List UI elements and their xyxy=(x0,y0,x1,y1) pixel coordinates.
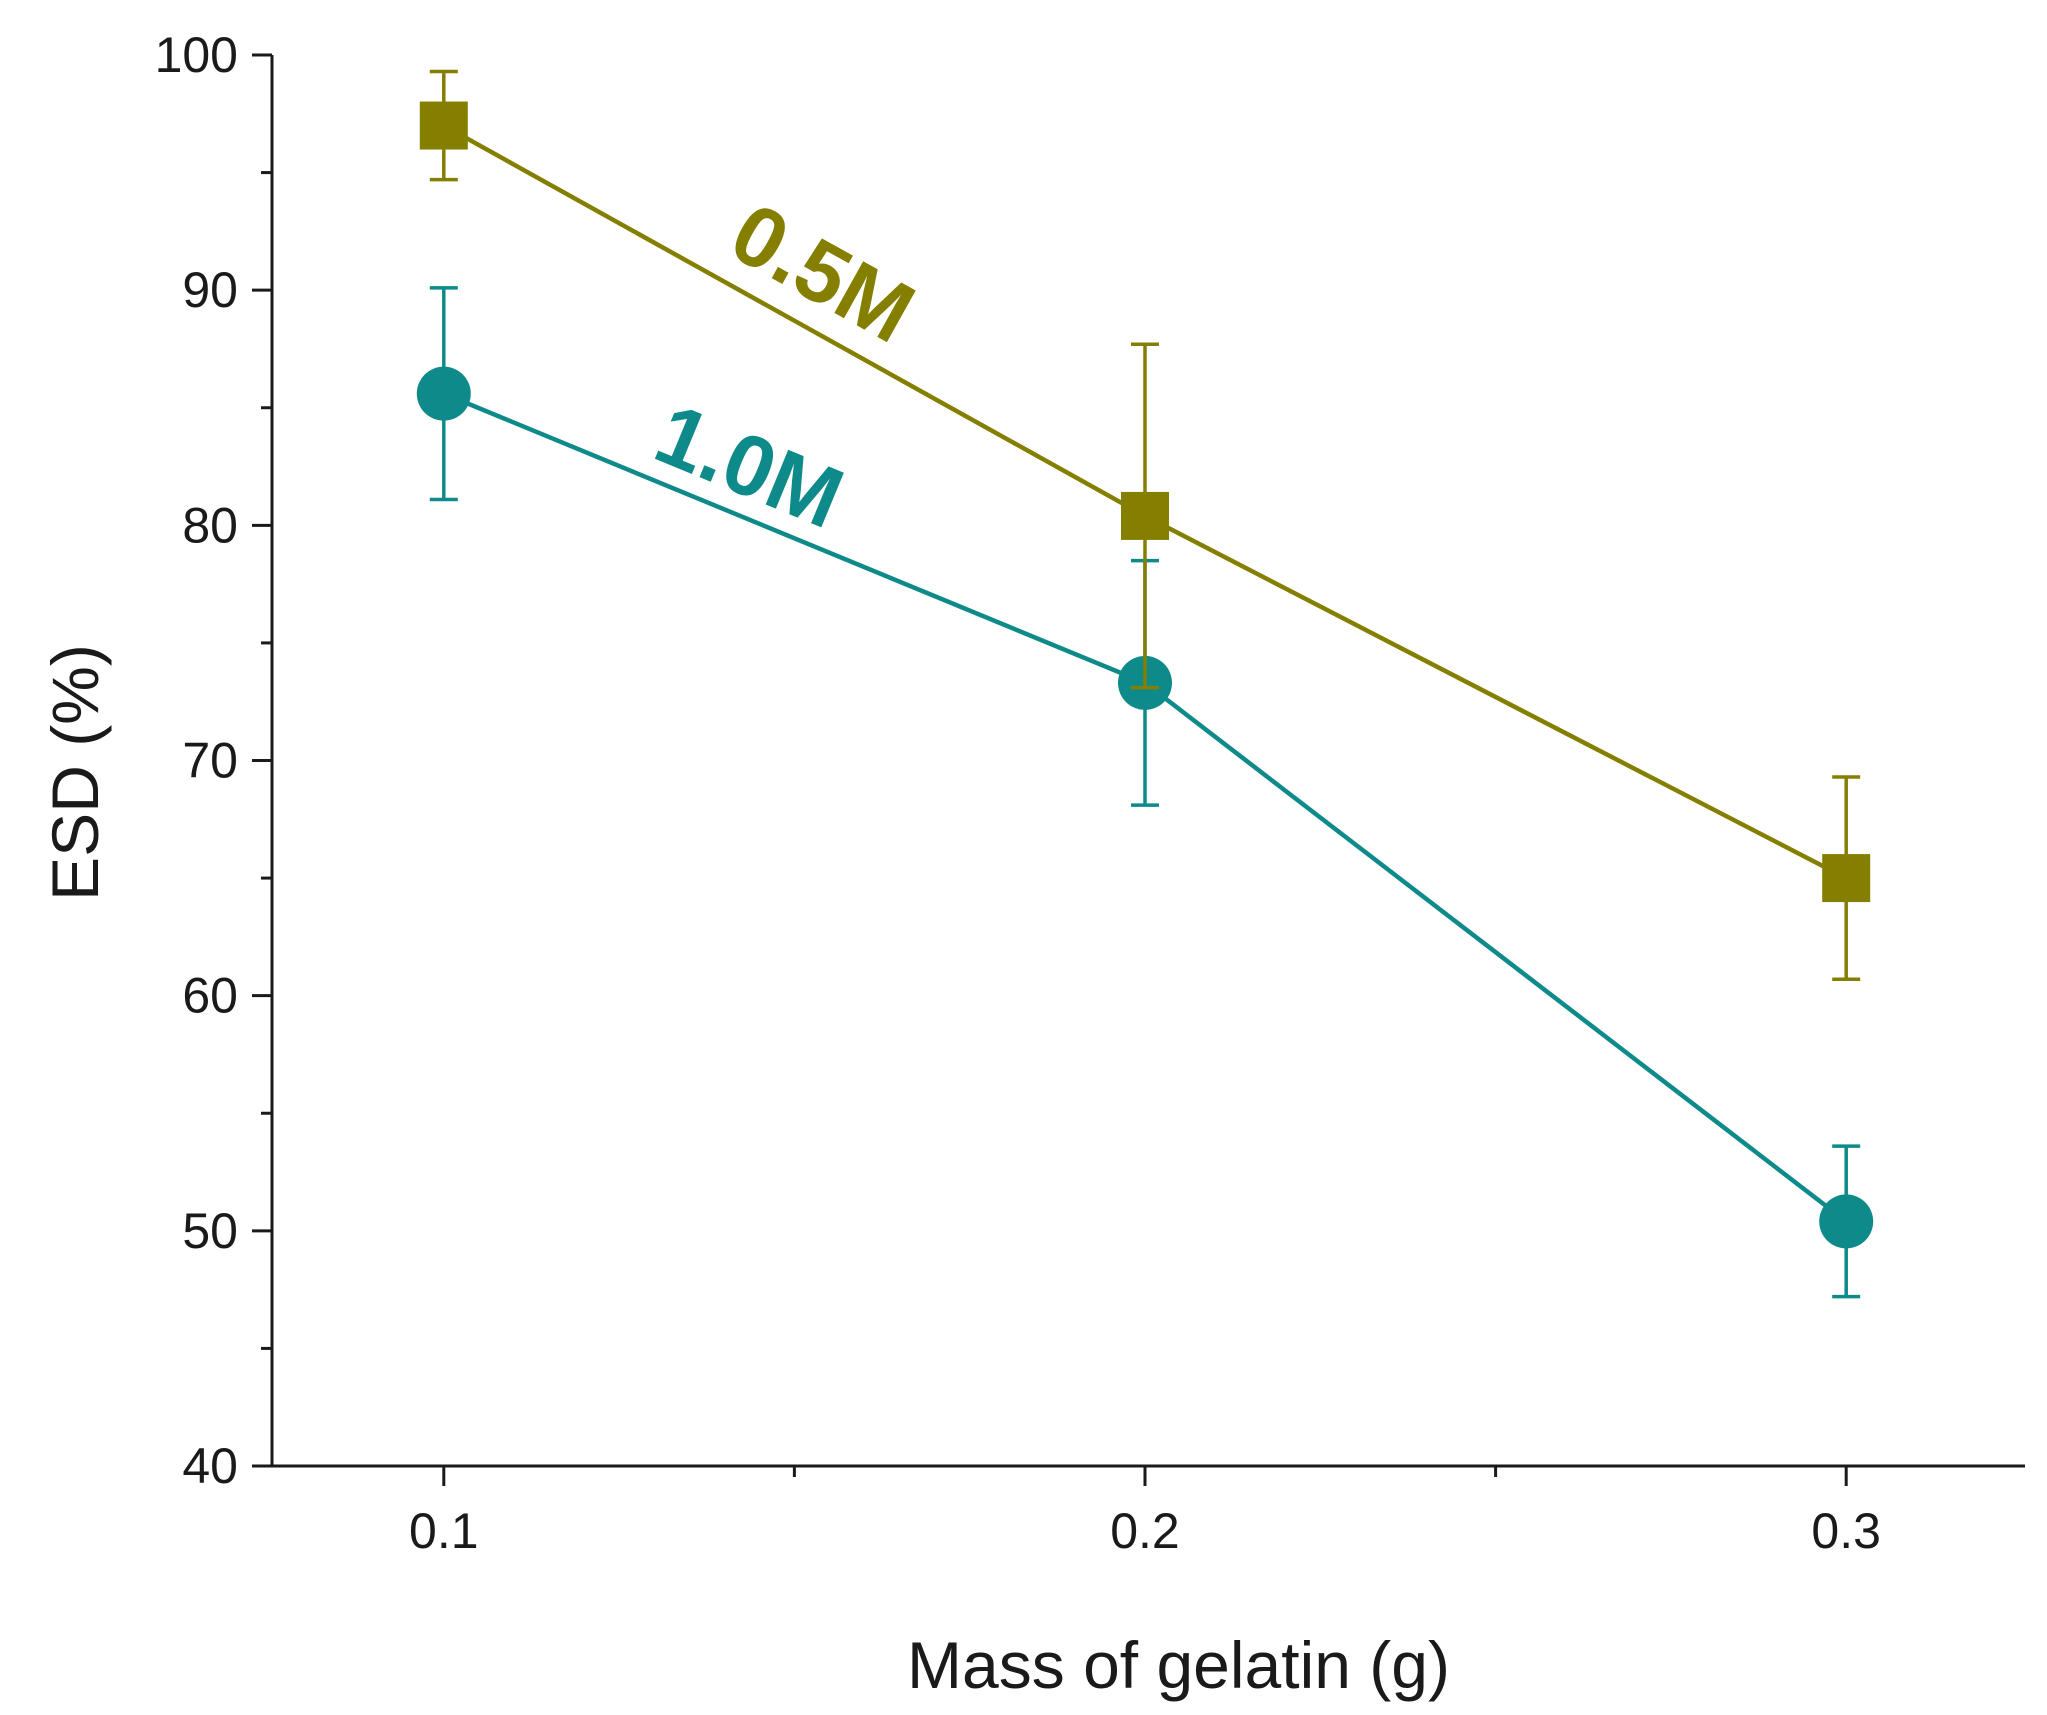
data-point-square xyxy=(1120,491,1169,540)
data-point-square xyxy=(419,101,468,150)
y-tick-label: 60 xyxy=(182,968,238,1024)
series-label-1-0m: 1.0M xyxy=(643,385,856,547)
y-tick-label: 50 xyxy=(182,1203,238,1259)
y-axis-title: ESD (%) xyxy=(38,644,112,901)
data-point-circle xyxy=(416,366,471,421)
axes xyxy=(270,55,2025,1468)
data-point-square xyxy=(1822,854,1871,903)
y-tick-label: 70 xyxy=(182,733,238,789)
y-tick-label: 90 xyxy=(182,262,238,318)
x-tick-label: 0.1 xyxy=(409,1503,479,1559)
y-tick-label: 80 xyxy=(182,497,238,553)
y-tick-label: 100 xyxy=(155,27,238,83)
series xyxy=(416,69,1874,1299)
x-tick-label: 0.3 xyxy=(1811,1503,1881,1559)
x-tick-label: 0.2 xyxy=(1110,1503,1180,1559)
y-tick-label: 40 xyxy=(182,1438,238,1494)
ticks: 40 50 60 70 80 90 100 0.1 0.2 0.3 xyxy=(155,27,1881,1559)
data-point-circle xyxy=(1819,1194,1874,1249)
series-0-5m xyxy=(419,69,1871,981)
x-axis-title: Mass of gelatin (g) xyxy=(907,1628,1450,1702)
